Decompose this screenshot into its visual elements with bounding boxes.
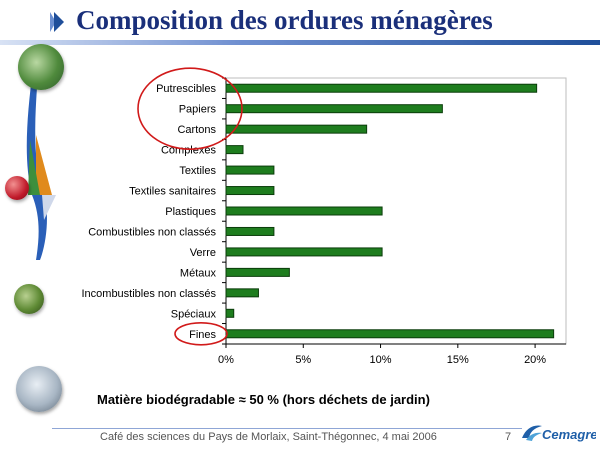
bar xyxy=(225,226,275,236)
category-label: Plastiques xyxy=(165,206,216,218)
category-label: Fines xyxy=(189,329,216,341)
x-tick-label: 0% xyxy=(218,354,234,366)
category-label: Putrescibles xyxy=(156,83,216,95)
category-label: Textiles sanitaires xyxy=(129,186,216,198)
bar xyxy=(225,165,275,175)
x-tick-label: 10% xyxy=(370,354,392,366)
title-bullet-icon xyxy=(54,12,64,32)
bar xyxy=(225,124,368,134)
slide-title: Composition des ordures ménagères xyxy=(76,5,493,35)
x-tick-label: 20% xyxy=(524,354,546,366)
leaf-photo xyxy=(14,284,44,314)
title-bar: Composition des ordures ménagères xyxy=(0,0,600,45)
footer-text: Café des sciences du Pays de Morlaix, Sa… xyxy=(100,431,437,443)
footer-divider xyxy=(52,428,522,429)
bar xyxy=(225,83,538,93)
bar xyxy=(225,267,290,277)
x-tick-label: 15% xyxy=(447,354,469,366)
svg-text:Cemagref: Cemagref xyxy=(542,427,596,442)
category-label: Verre xyxy=(190,247,216,259)
bar xyxy=(225,288,259,298)
lab-photo xyxy=(16,366,62,412)
bar xyxy=(225,186,275,196)
x-tick-label: 5% xyxy=(295,354,311,366)
highlight-ellipse xyxy=(137,67,243,150)
bar xyxy=(225,308,235,318)
category-label: Combustibles non classés xyxy=(88,226,216,238)
category-label: Cartons xyxy=(177,124,216,136)
bar xyxy=(225,247,383,257)
decoration-shapes xyxy=(26,45,56,260)
river-photo xyxy=(18,44,64,90)
category-label: Spéciaux xyxy=(171,308,217,320)
title-arrow-icon xyxy=(50,12,56,32)
title-divider xyxy=(0,40,600,45)
highlight-ellipse xyxy=(174,321,228,346)
category-label: Papiers xyxy=(179,104,217,116)
red-sphere-icon xyxy=(5,176,29,200)
page-number: 7 xyxy=(505,431,512,443)
category-label: Incombustibles non classés xyxy=(81,288,216,300)
left-decoration xyxy=(0,45,70,425)
biodegradable-note: Matière biodégradable ≈ 50 % (hors déche… xyxy=(97,392,430,407)
bar xyxy=(225,329,555,339)
category-label: Métaux xyxy=(180,267,217,279)
bar xyxy=(225,145,244,155)
cemagref-logo: Cemagref xyxy=(520,420,600,446)
bar xyxy=(225,206,383,216)
category-label: Textiles xyxy=(179,165,216,177)
bar xyxy=(225,104,443,114)
